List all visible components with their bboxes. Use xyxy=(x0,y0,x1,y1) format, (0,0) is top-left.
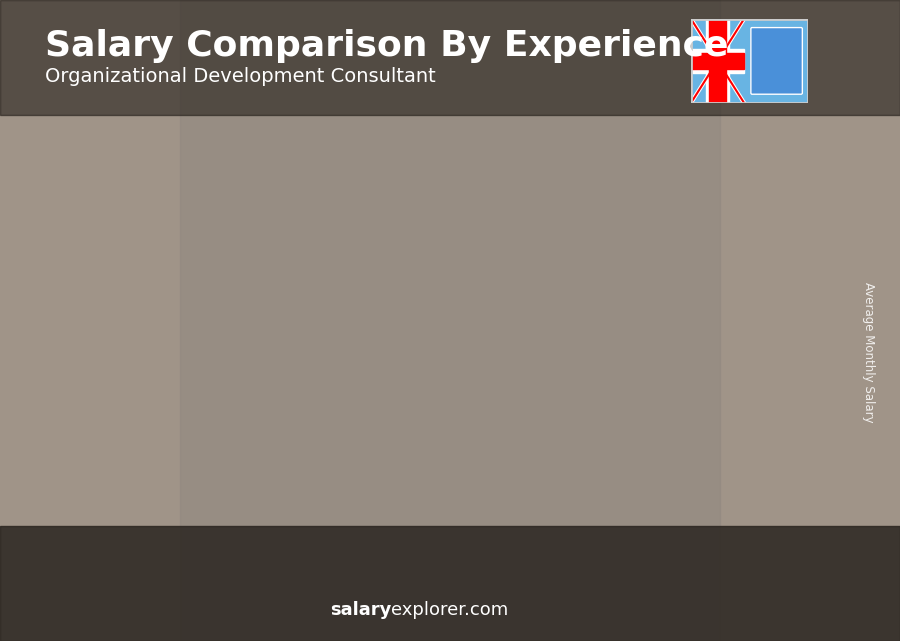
Bar xyxy=(463,282,528,288)
Bar xyxy=(209,394,214,532)
Bar xyxy=(209,394,274,532)
Bar xyxy=(706,19,729,103)
Text: +22%: +22% xyxy=(385,219,453,238)
Bar xyxy=(716,237,782,245)
Text: 10 to 15: 10 to 15 xyxy=(457,554,534,572)
Bar xyxy=(716,237,721,532)
Bar xyxy=(590,260,655,532)
Bar xyxy=(0,0,900,115)
Bar xyxy=(706,19,729,103)
Text: salary: salary xyxy=(330,601,392,619)
Bar xyxy=(463,282,467,532)
Bar xyxy=(143,428,148,532)
Text: +8%: +8% xyxy=(646,190,699,210)
Text: 6,100 FJD: 6,100 FJD xyxy=(335,309,402,323)
Text: 3,090 FJD: 3,090 FJD xyxy=(82,410,148,424)
Text: explorer.com: explorer.com xyxy=(392,601,508,619)
FancyBboxPatch shape xyxy=(751,28,803,94)
Text: 5 to 10: 5 to 10 xyxy=(336,554,401,572)
Text: 15 to 20: 15 to 20 xyxy=(584,554,661,572)
Bar xyxy=(590,260,655,267)
Text: 20+ Years: 20+ Years xyxy=(702,554,796,572)
Bar xyxy=(209,394,274,397)
Text: 4,130 FJD: 4,130 FJD xyxy=(209,375,275,389)
Bar xyxy=(336,327,401,532)
Bar xyxy=(180,0,720,641)
Bar xyxy=(336,327,401,332)
Bar xyxy=(691,49,743,73)
Text: 8,110 FJD: 8,110 FJD xyxy=(589,242,656,255)
Bar xyxy=(716,237,782,532)
Bar xyxy=(709,19,725,103)
Bar xyxy=(82,428,148,431)
Bar xyxy=(691,49,743,73)
Text: +48%: +48% xyxy=(258,250,326,270)
Text: 7,440 FJD: 7,440 FJD xyxy=(463,264,528,278)
Text: Organizational Development Consultant: Organizational Development Consultant xyxy=(45,67,436,87)
Bar xyxy=(397,327,401,532)
Text: Average Monthly Salary: Average Monthly Salary xyxy=(862,282,875,423)
Bar xyxy=(691,53,743,69)
Bar xyxy=(82,428,87,532)
Bar xyxy=(524,282,528,532)
Bar xyxy=(82,428,148,532)
Bar xyxy=(650,260,655,532)
Bar xyxy=(270,394,274,532)
Bar xyxy=(590,260,594,532)
Text: 2 to 5: 2 to 5 xyxy=(214,554,269,572)
Text: +34%: +34% xyxy=(131,323,199,343)
Bar xyxy=(463,282,528,532)
Bar xyxy=(336,327,340,532)
Text: +9%: +9% xyxy=(519,206,572,226)
Text: Salary Comparison By Experience: Salary Comparison By Experience xyxy=(45,29,728,63)
Bar xyxy=(777,237,782,532)
Bar xyxy=(0,526,900,641)
Text: 8,780 FJD: 8,780 FJD xyxy=(716,219,783,233)
Text: < 2 Years: < 2 Years xyxy=(70,554,159,572)
